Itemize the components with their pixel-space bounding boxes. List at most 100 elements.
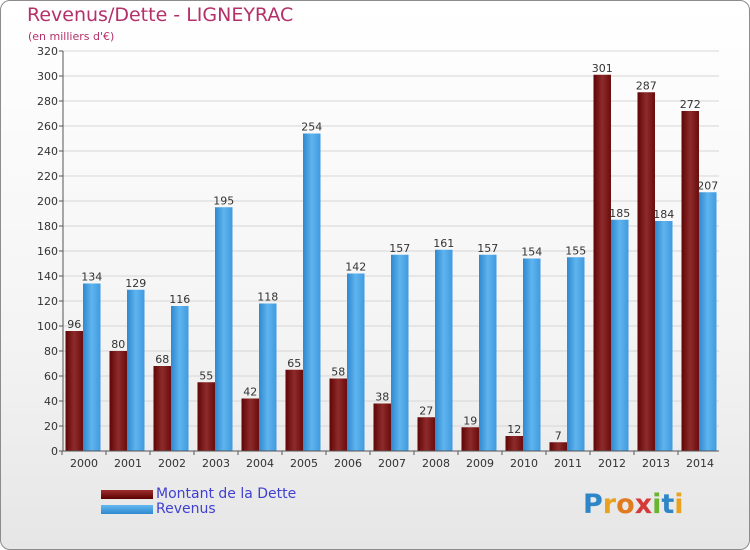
data-label-revenue-2004: 118 [257,291,278,304]
y-tick-label: 120 [37,295,58,308]
y-tick-label: 220 [37,170,58,183]
x-tick-label: 2013 [642,457,670,470]
data-label-revenue-2013: 184 [653,208,674,221]
y-tick-label: 60 [44,370,58,383]
logo-letter: t [661,489,675,520]
x-tick-label: 2009 [466,457,494,470]
x-tick-label: 2003 [202,457,230,470]
logo-letter: i [674,489,684,520]
bar-revenue-2005 [303,133,321,451]
chart-subtitle: (en milliers d'€) [28,30,115,43]
data-label-debt-2002: 68 [155,353,169,366]
legend-label-debt: Montant de la Dette [156,486,297,502]
x-tick-label: 2001 [114,457,142,470]
data-label-debt-2003: 55 [199,369,213,382]
bar-revenue-2014 [699,192,717,451]
legend-item-debt: Montant de la Dette [101,487,296,502]
x-tick-label: 2004 [246,457,274,470]
legend-label-revenue: Revenus [156,501,216,517]
legend-item-revenue: Revenus [101,502,296,517]
data-label-revenue-2001: 129 [125,277,146,290]
y-tick-label: 200 [37,195,58,208]
bar-revenue-2011 [567,257,585,451]
data-label-debt-2013: 287 [636,79,657,92]
data-label-debt-2009: 19 [463,414,477,427]
bar-debt-2008 [417,417,435,451]
data-label-debt-2000: 96 [67,318,81,331]
x-tick-label: 2014 [686,457,714,470]
legend: Montant de la Dette Revenus [101,487,296,517]
data-label-revenue-2011: 155 [565,244,586,257]
data-label-revenue-2014: 207 [697,179,718,192]
x-tick-label: 2012 [598,457,626,470]
data-label-debt-2004: 42 [243,386,257,399]
data-label-debt-2001: 80 [111,338,125,351]
bar-debt-2011 [549,442,567,451]
bar-debt-2014 [681,111,699,451]
bar-revenue-2007 [391,254,409,451]
data-label-revenue-2010: 154 [521,246,542,259]
bar-revenue-2008 [435,249,453,451]
data-label-revenue-2003: 195 [213,194,234,207]
bar-revenue-2004 [259,303,277,451]
data-label-debt-2012: 301 [592,62,613,75]
data-label-debt-2010: 12 [507,423,521,436]
bar-debt-2003 [197,382,215,451]
y-tick-label: 140 [37,270,58,283]
y-tick-label: 320 [37,45,58,58]
bar-revenue-2002 [171,306,189,451]
y-tick-label: 40 [44,395,58,408]
logo-letter: P [583,489,603,520]
bar-debt-2006 [329,378,347,451]
proxiti-logo: Proxiti [583,489,684,520]
data-label-revenue-2000: 134 [81,271,102,284]
bar-revenue-2006 [347,273,365,451]
bar-debt-2001 [109,351,127,451]
bar-revenue-2012 [611,219,629,451]
logo-letter: i [652,489,662,520]
data-label-debt-2006: 58 [331,366,345,379]
bar-debt-2002 [153,366,171,451]
bar-revenue-2013 [655,221,673,451]
data-label-debt-2005: 65 [287,357,301,370]
logo-letter: x [634,489,653,520]
y-tick-label: 240 [37,145,58,158]
data-label-debt-2007: 38 [375,391,389,404]
y-tick-label: 80 [44,345,58,358]
y-tick-label: 260 [37,120,58,133]
data-label-revenue-2006: 142 [345,261,366,274]
data-label-revenue-2002: 116 [169,293,190,306]
bar-debt-2009 [461,427,479,451]
bar-debt-2005 [285,369,303,451]
x-tick-label: 2000 [70,457,98,470]
data-label-revenue-2007: 157 [389,242,410,255]
bar-debt-2007 [373,403,391,451]
data-label-debt-2014: 272 [680,98,701,111]
x-tick-label: 2006 [334,457,362,470]
data-label-debt-2011: 7 [555,429,562,442]
x-tick-label: 2010 [510,457,538,470]
bar-debt-2013 [637,92,655,451]
y-tick-label: 20 [44,420,58,433]
y-tick-label: 280 [37,95,58,108]
y-tick-label: 160 [37,245,58,258]
bar-revenue-2010 [523,258,541,451]
y-tick-label: 0 [51,445,58,458]
legend-swatch-debt [101,490,153,499]
bar-debt-2012 [593,74,611,451]
x-tick-label: 2011 [554,457,582,470]
data-label-revenue-2012: 185 [609,207,630,220]
chart-title: Revenus/Dette - LIGNEYRAC [27,4,294,26]
bar-revenue-2001 [127,289,145,451]
bar-revenue-2003 [215,207,233,451]
bar-revenue-2000 [83,283,101,451]
bar-debt-2010 [505,436,523,451]
y-tick-label: 180 [37,220,58,233]
bar-debt-2004 [241,398,259,451]
y-tick-label: 100 [37,320,58,333]
bar-debt-2000 [65,331,83,451]
logo-letter: r [602,489,617,520]
data-label-revenue-2008: 161 [433,237,454,250]
